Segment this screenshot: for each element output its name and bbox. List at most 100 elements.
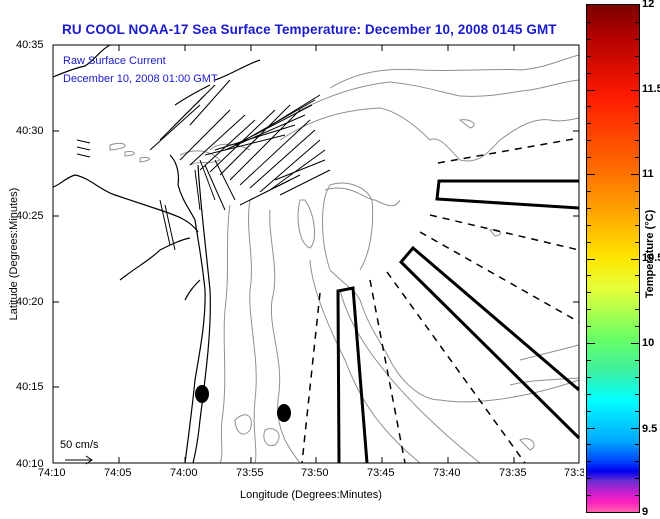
colorbar-minor-tick (635, 275, 639, 277)
colorbar-minor-tick (587, 343, 595, 344)
colorbar-minor-tick (587, 106, 591, 108)
colorbar-minor-tick (635, 478, 639, 480)
vector-arrow (76, 139, 91, 144)
contour-line (324, 187, 401, 207)
dashed-beam (437, 137, 580, 164)
colorbar-minor-tick (631, 258, 639, 260)
dashed-beam (419, 231, 580, 323)
vector-arrow (149, 104, 201, 151)
wedge-outline (435, 179, 580, 210)
coastline-segment (174, 84, 211, 106)
y-tick-label: 40:30 (16, 125, 44, 137)
colorbar-minor-tick (587, 38, 591, 40)
coastline (52, 44, 261, 464)
x-tick-label: 73:45 (367, 467, 395, 479)
contour-line (309, 259, 421, 464)
contour-line (329, 182, 374, 271)
contour-line (219, 204, 231, 464)
contour-line (109, 142, 126, 151)
coastline-segment (119, 237, 191, 281)
contour-line (458, 119, 475, 129)
vector-arrow (204, 134, 286, 156)
colorbar-minor-tick (587, 410, 591, 412)
colorbar-minor-tick (587, 55, 591, 57)
x-tick-label: 73:50 (301, 467, 329, 479)
colorbar-tick-label: 11.5 (642, 83, 660, 95)
coastline-segment (184, 279, 201, 301)
colorbar-minor-tick (587, 140, 591, 142)
wedge-outline (398, 245, 581, 440)
colorbar-minor-tick (635, 38, 639, 40)
contour-line (519, 438, 535, 451)
vector-arrow (249, 129, 316, 189)
y-axis-title: Latitude (Degrees:Minutes) (8, 187, 20, 321)
colorbar-minor-tick (635, 326, 639, 328)
station-marker (277, 404, 291, 422)
coastline-segment (52, 174, 199, 233)
vector-arrow (189, 79, 231, 126)
colorbar-minor-tick (635, 224, 639, 226)
contour-line (234, 414, 252, 435)
colorbar-minor-tick (587, 89, 595, 91)
colorbar-minor-tick (635, 495, 639, 497)
vector-arrow (214, 124, 296, 151)
x-tick-label: 74:00 (170, 467, 198, 479)
vector-arrow (229, 109, 301, 181)
vector-arrow (279, 169, 331, 196)
contour-line (299, 79, 580, 111)
x-tick-label: 74:05 (104, 467, 132, 479)
contour-line (248, 199, 257, 464)
colorbar-title: Temperature (°C) (644, 209, 656, 299)
contour-line (263, 428, 280, 447)
contour-line (322, 184, 580, 403)
vector-arrow (239, 179, 291, 206)
plot-frame (52, 44, 580, 464)
contour-line (339, 289, 481, 464)
colorbar-minor-tick (587, 275, 591, 277)
colorbar-minor-tick (635, 376, 639, 378)
bathymetry-contours (109, 54, 580, 464)
vector-arrow (194, 169, 201, 211)
colorbar-tick-label: 11 (642, 168, 654, 180)
contour-line (279, 107, 580, 162)
contour-line (139, 157, 150, 163)
colorbar-tick-label: 10 (642, 337, 655, 349)
wedge-outline (336, 286, 369, 464)
colorbar-minor-tick (635, 359, 639, 361)
colorbar-tick-label: 9 (642, 506, 649, 518)
colorbar-minor-tick (635, 309, 639, 311)
colorbar-minor-tick (635, 72, 639, 74)
vector-arrow (179, 109, 231, 161)
colorbar-minor-tick (587, 359, 591, 361)
x-tick-label: 73:35 (499, 467, 527, 479)
colorbar-minor-tick (587, 292, 591, 294)
current-vectors (76, 79, 331, 251)
colorbar-minor-tick (635, 292, 639, 294)
vector-arrow (234, 104, 313, 146)
overlay-vector-label: Raw Surface Current (63, 55, 166, 67)
y-tick-label: 40:25 (16, 210, 44, 222)
vector-arrow (204, 164, 226, 211)
colorbar-minor-tick (587, 326, 591, 328)
colorbar-tick-label: 10.5 (642, 252, 660, 264)
vector-arrow (199, 159, 216, 201)
contour-line (509, 377, 580, 386)
overlay-vector-timestamp: December 10, 2008 01:00 GMT (63, 73, 218, 85)
colorbar-minor-tick (587, 190, 591, 192)
vector-arrow (199, 119, 256, 171)
colorbar-minor-tick (635, 241, 639, 243)
vector-arrow (76, 153, 91, 158)
dashed-beam (386, 271, 526, 464)
colorbar-minor-tick (635, 123, 639, 125)
vector-arrow (219, 104, 291, 176)
x-tick-label: 73:55 (236, 467, 264, 479)
x-tick-label: 73:30 (564, 467, 584, 479)
contour-line (329, 54, 580, 89)
radar-wedges (336, 179, 581, 464)
coastline-segment (52, 44, 111, 78)
vector-arrow (159, 94, 206, 141)
colorbar-minor-tick (587, 21, 591, 23)
colorbar-minor-tick (587, 123, 591, 125)
contour-line (269, 209, 301, 464)
